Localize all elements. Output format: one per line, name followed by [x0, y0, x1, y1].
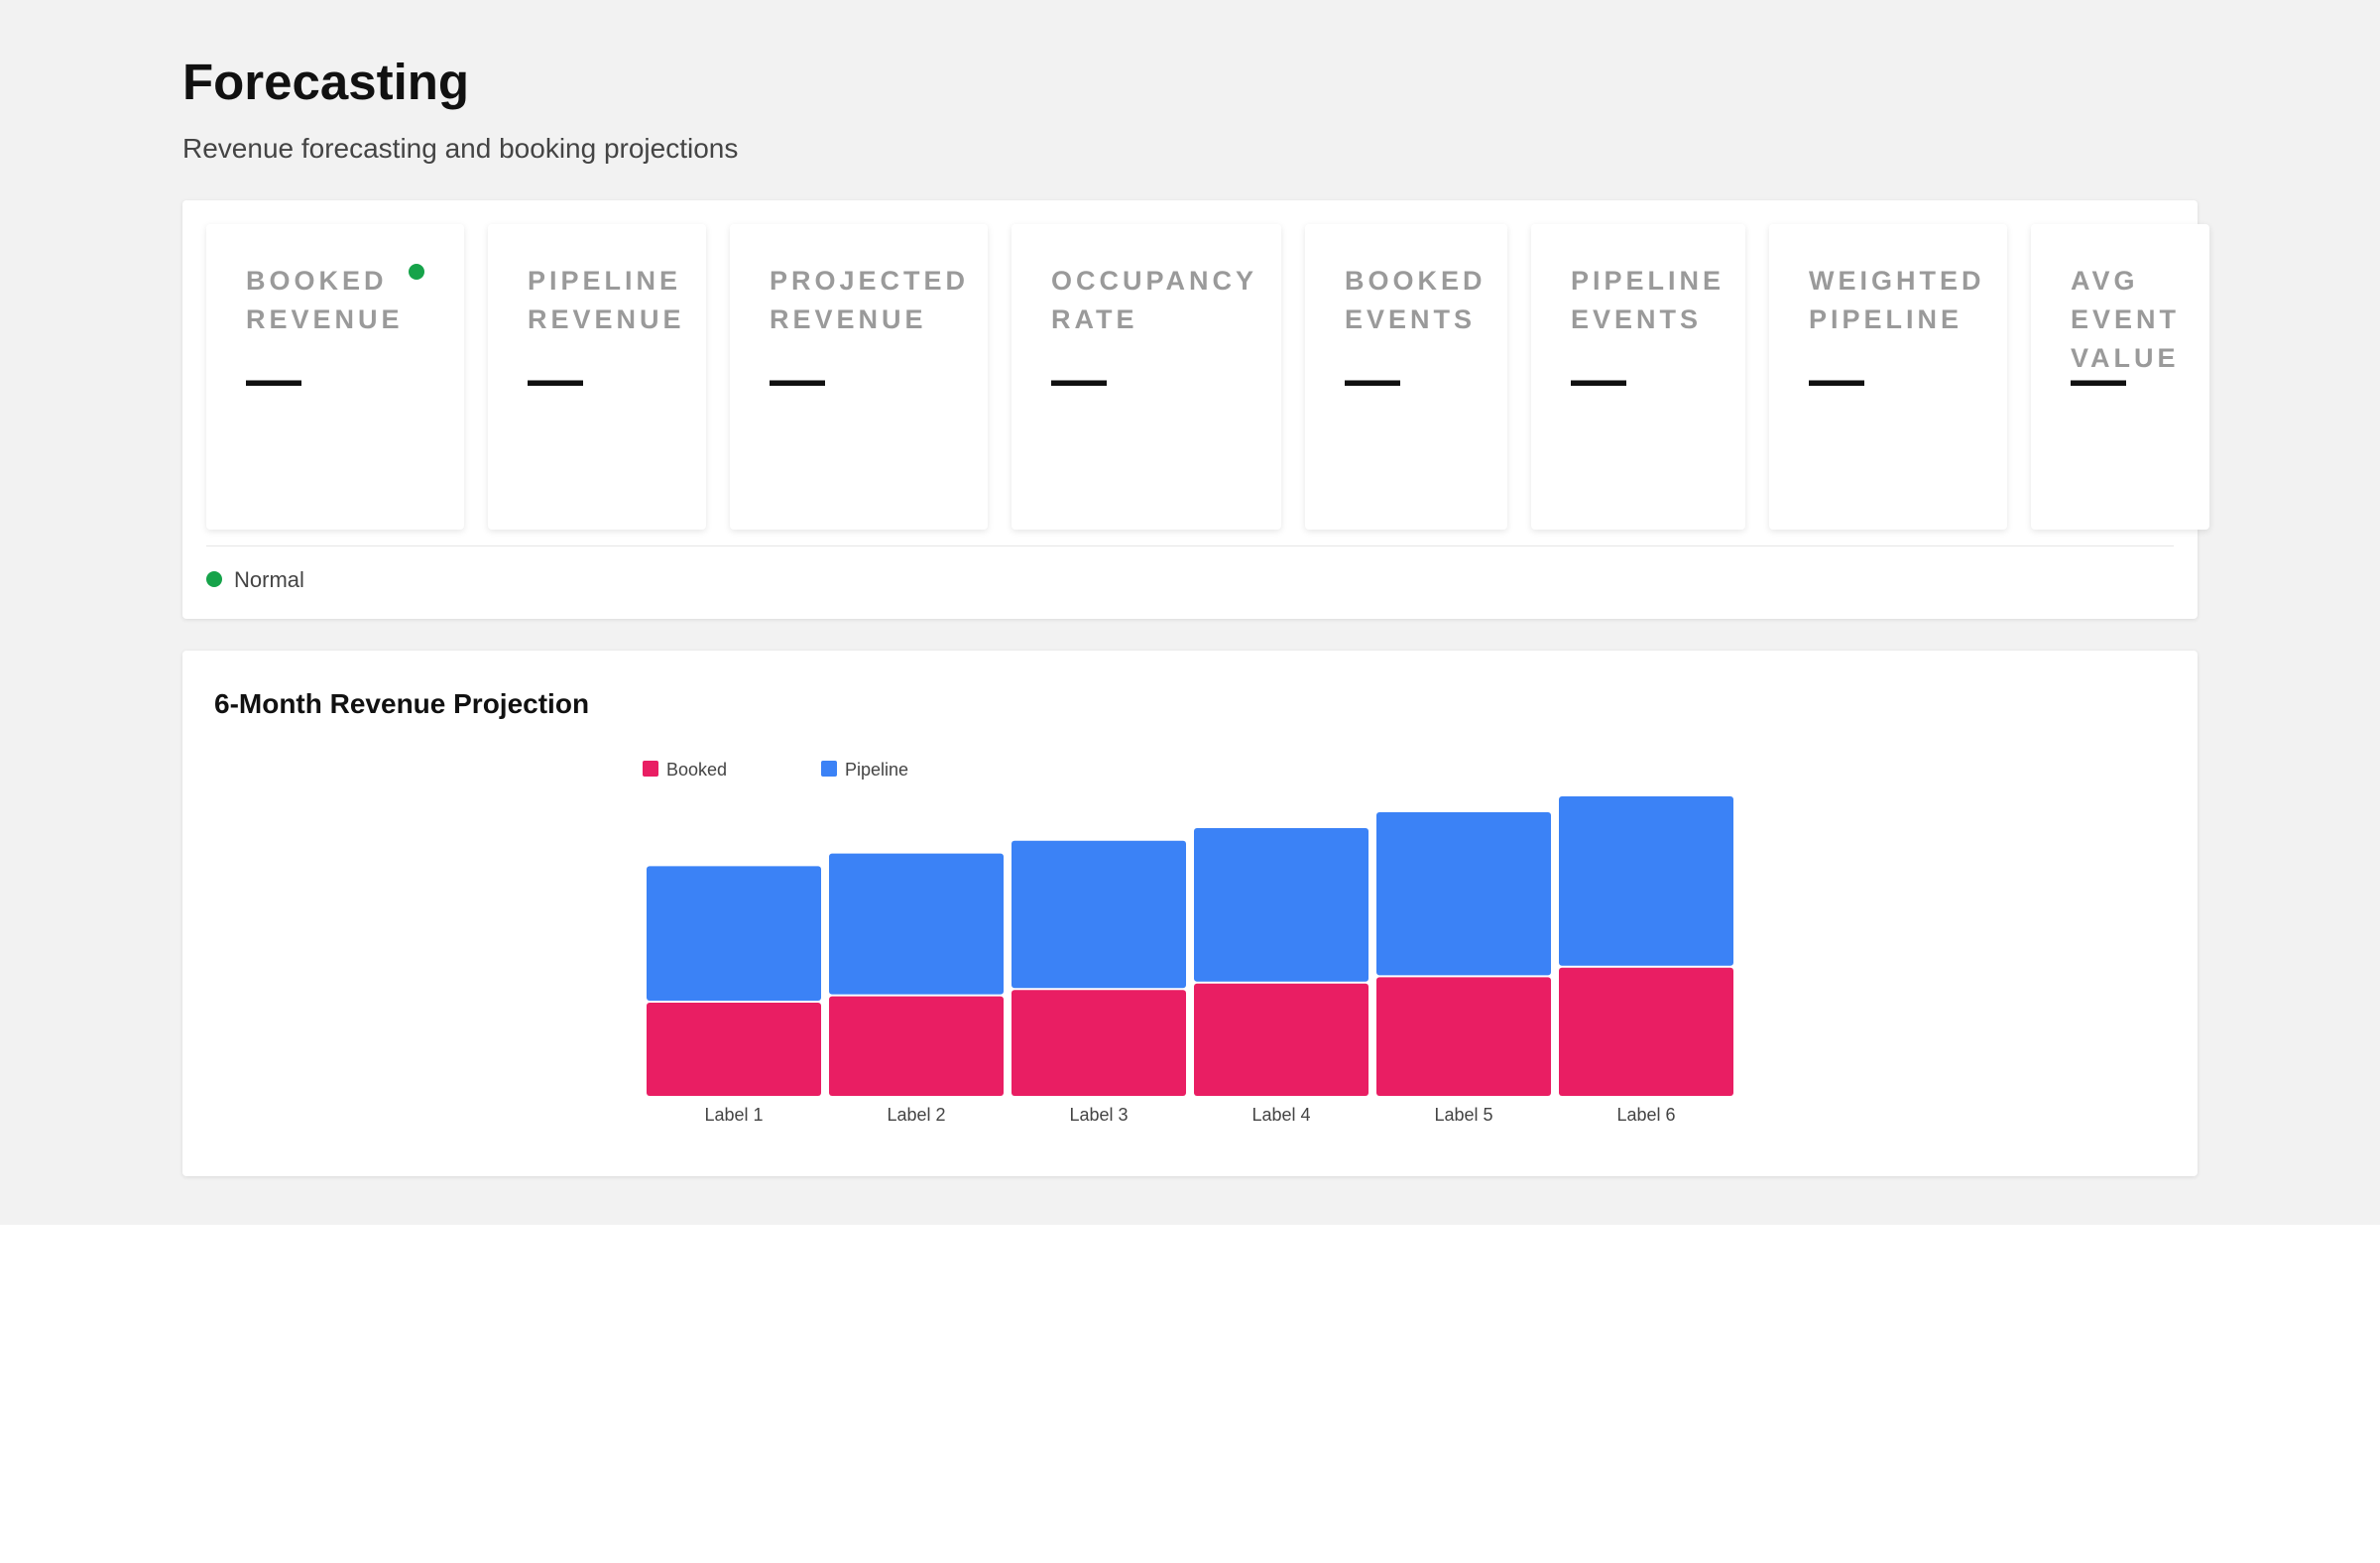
legend-label-pipeline: Pipeline [845, 760, 908, 780]
kpi-card-weighted-pipeline: WEIGHTED PIPELINE — [1769, 224, 2007, 530]
kpi-label: BOOKED REVENUE [246, 266, 404, 334]
kpi-label: PIPELINE REVENUE [528, 266, 685, 334]
legend-swatch-pipeline [821, 761, 837, 777]
kpi-card-booked-events: BOOKED EVENTS — [1305, 224, 1507, 530]
bar-pipeline-6 [1559, 796, 1733, 966]
x-tick-label: Label 5 [1434, 1105, 1492, 1125]
kpi-label: BOOKED EVENTS [1345, 266, 1487, 334]
kpi-label: AVG EVENT VALUE [2071, 266, 2181, 373]
legend-label-booked: Booked [666, 760, 727, 780]
kpi-value: — [770, 347, 825, 410]
kpi-value: — [246, 347, 301, 410]
bar-booked-6 [1559, 967, 1733, 1096]
bar-pipeline-2 [829, 853, 1004, 995]
bar-booked-1 [647, 1003, 821, 1096]
page-subtitle: Revenue forecasting and booking projecti… [182, 133, 739, 164]
bar-booked-3 [1012, 990, 1186, 1096]
bar-booked-4 [1194, 983, 1368, 1096]
status-indicator-dot [409, 264, 424, 280]
bar-booked-2 [829, 996, 1004, 1096]
chart-panel [182, 651, 2198, 1176]
chart-title: 6-Month Revenue Projection [214, 688, 590, 719]
bar-pipeline-5 [1376, 812, 1551, 976]
kpi-label: WEIGHTED PIPELINE [1809, 266, 1985, 334]
kpi-value: — [2071, 347, 2126, 410]
kpi-card-pipeline-revenue: PIPELINE REVENUE — [488, 224, 706, 530]
kpi-value: — [1571, 347, 1626, 410]
kpi-card-avg-event-value: AVG EVENT VALUE — [2031, 224, 2209, 530]
bar-booked-5 [1376, 977, 1551, 1096]
bar-pipeline-1 [647, 866, 821, 1001]
bar-pipeline-3 [1012, 840, 1186, 989]
x-tick-label: Label 6 [1616, 1105, 1675, 1125]
x-tick-label: Label 2 [887, 1105, 945, 1125]
x-tick-label: Label 3 [1069, 1105, 1128, 1125]
page-title: Forecasting [182, 54, 470, 110]
kpi-label: PROJECTED REVENUE [770, 266, 970, 334]
kpi-card-occupancy-rate: OCCUPANCY RATE — [1012, 224, 1281, 530]
kpi-value: — [1809, 347, 1864, 410]
x-tick-label: Label 1 [704, 1105, 763, 1125]
kpi-value: — [528, 347, 583, 410]
kpi-card-projected-revenue: PROJECTED REVENUE — [730, 224, 988, 530]
kpi-label: OCCUPANCY RATE [1051, 266, 1257, 334]
bar-pipeline-4 [1194, 828, 1368, 982]
kpi-value: — [1051, 347, 1107, 410]
kpi-card-booked-revenue: BOOKED REVENUE — [206, 224, 464, 530]
status-dot-icon [206, 571, 222, 587]
x-tick-label: Label 4 [1251, 1105, 1310, 1125]
kpi-label: PIPELINE EVENTS [1571, 266, 1726, 334]
legend-swatch-booked [643, 761, 658, 777]
kpi-value: — [1345, 347, 1400, 410]
divider [206, 545, 2174, 546]
status-label: Normal [234, 567, 304, 592]
kpi-card-pipeline-events: PIPELINE EVENTS — [1531, 224, 1745, 530]
